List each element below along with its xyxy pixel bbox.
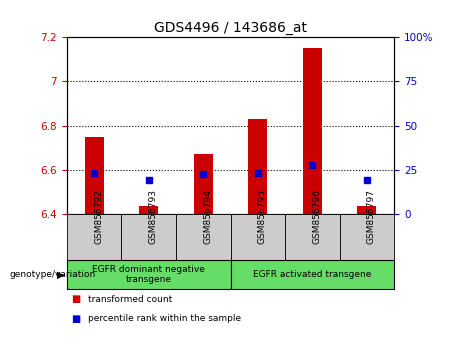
Bar	[357, 206, 377, 214]
Text: GSM856793: GSM856793	[148, 189, 158, 244]
Bar	[67, 260, 230, 289]
Text: genotype/variation: genotype/variation	[9, 270, 95, 279]
Text: GSM856796: GSM856796	[313, 189, 321, 244]
Text: GSM856795: GSM856795	[258, 189, 267, 244]
Bar	[176, 214, 230, 260]
Bar	[84, 137, 104, 214]
Bar	[230, 260, 394, 289]
Text: ▶: ▶	[57, 269, 65, 279]
Text: GSM856794: GSM856794	[203, 189, 212, 244]
Bar	[121, 214, 176, 260]
Text: transformed count: transformed count	[88, 295, 172, 304]
Text: EGFR dominant negative
transgene: EGFR dominant negative transgene	[92, 265, 205, 284]
Bar	[194, 154, 213, 214]
Text: ■: ■	[71, 294, 81, 304]
Bar	[230, 214, 285, 260]
Bar	[67, 214, 121, 260]
Text: GSM856797: GSM856797	[367, 189, 376, 244]
Bar	[248, 119, 267, 214]
Bar	[285, 214, 340, 260]
Bar	[303, 48, 322, 214]
Title: GDS4496 / 143686_at: GDS4496 / 143686_at	[154, 21, 307, 35]
Bar	[340, 214, 394, 260]
Text: EGFR activated transgene: EGFR activated transgene	[253, 270, 372, 279]
Bar	[139, 206, 158, 214]
Text: ■: ■	[71, 314, 81, 324]
Text: percentile rank within the sample: percentile rank within the sample	[88, 314, 241, 323]
Text: GSM856792: GSM856792	[94, 189, 103, 244]
